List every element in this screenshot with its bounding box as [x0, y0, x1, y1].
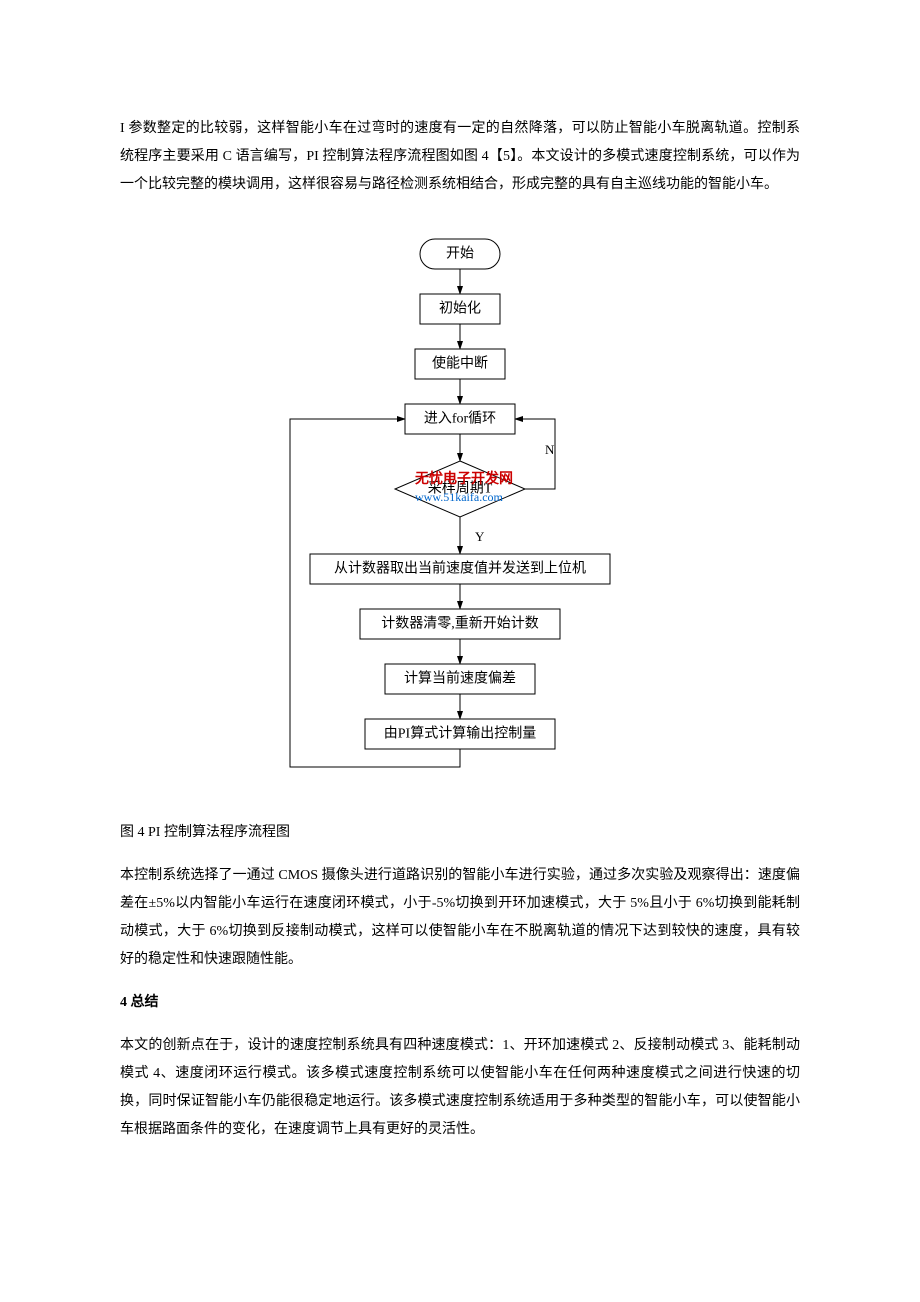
- figure-caption: 图 4 PI 控制算法程序流程图: [120, 819, 800, 847]
- paragraph-experiment: 本控制系统选择了一通过 CMOS 摄像头进行道路识别的智能小车进行实验，通过多次…: [120, 862, 800, 974]
- paragraph-conclusion: 本文的创新点在于，设计的速度控制系统具有四种速度模式：1、开环加速模式 2、反接…: [120, 1032, 800, 1144]
- svg-text:开始: 开始: [446, 246, 474, 262]
- svg-text:初始化: 初始化: [439, 300, 481, 317]
- svg-text:计算当前速度偏差: 计算当前速度偏差: [404, 670, 516, 687]
- svg-text:使能中断: 使能中断: [432, 355, 488, 372]
- svg-text:N: N: [545, 442, 555, 457]
- flowchart-figure: YN开始初始化使能中断进入for循环采样周期T从计数器取出当前速度值并发送到上位…: [210, 229, 710, 769]
- svg-text:从计数器取出当前速度值并发送到上位机: 从计数器取出当前速度值并发送到上位机: [334, 560, 586, 577]
- svg-text:Y: Y: [475, 529, 485, 544]
- svg-text:进入for循环: 进入for循环: [424, 411, 496, 427]
- svg-text:由PI算式计算输出控制量: 由PI算式计算输出控制量: [384, 726, 536, 742]
- paragraph-intro: I 参数整定的比较弱，这样智能小车在过弯时的速度有一定的自然降落，可以防止智能小…: [120, 115, 800, 199]
- section-heading: 4 总结: [120, 989, 800, 1017]
- svg-text:www.51kaifa.com: www.51kaifa.com: [415, 490, 504, 504]
- svg-text:计数器清零,重新开始计数: 计数器清零,重新开始计数: [381, 616, 539, 632]
- svg-text:无忧电子开发网: 无忧电子开发网: [414, 470, 513, 487]
